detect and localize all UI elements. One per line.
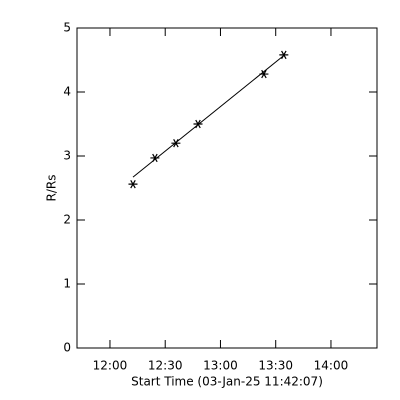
y-tick-label: 5 xyxy=(63,21,71,35)
x-axis-label: Start Time (03-Jan-25 11:42:07) xyxy=(131,375,323,389)
x-tick-label: 14:00 xyxy=(314,359,349,373)
y-tick-label: 4 xyxy=(63,85,71,99)
y-axis-label: R/Rs xyxy=(45,175,59,202)
y-tick-label: 3 xyxy=(63,149,71,163)
y-tick-label: 2 xyxy=(63,213,71,227)
data-point xyxy=(279,50,289,60)
x-tick-label: 12:30 xyxy=(148,359,183,373)
plot-frame xyxy=(76,27,378,349)
y-tick-label: 1 xyxy=(63,277,71,291)
data-point xyxy=(193,119,203,129)
x-tick-label: 12:00 xyxy=(93,359,128,373)
data-point xyxy=(128,179,138,189)
data-point xyxy=(171,139,181,148)
y-tick-label: 0 xyxy=(63,341,71,355)
x-tick-label: 13:00 xyxy=(203,359,238,373)
fit-line xyxy=(132,55,285,178)
x-tick-label: 13:30 xyxy=(258,359,293,373)
